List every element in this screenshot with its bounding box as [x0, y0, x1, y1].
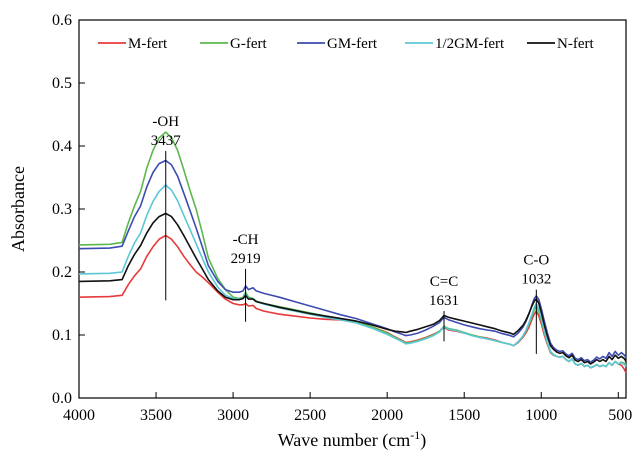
- annotation-wavenumber-label: 1631: [429, 293, 459, 309]
- x-tick-label: 3000: [217, 407, 249, 424]
- x-axis-title-main: Wave number (cm: [278, 430, 411, 451]
- series-layer: [78, 131, 627, 374]
- annotation-layer: -OH 3437 -CH 2919 C=C 1631 C-O 1032: [151, 114, 551, 354]
- series-line-5: [78, 212, 627, 365]
- x-tick-label: 2500: [294, 407, 326, 424]
- x-axis-title: Wave number (cm-1): [278, 428, 427, 451]
- annotation-group-label: C=C: [430, 274, 458, 290]
- y-tick-label: 0.5: [52, 75, 72, 92]
- legend: M-fert G-fert GM-fert 1/2GM-fert N-fert: [98, 36, 594, 52]
- x-axis-title-end: ): [420, 430, 426, 451]
- x-axis-title-superscript: -1: [410, 428, 420, 442]
- y-axis: 0.0 0.1 0.2 0.3 0.4 0.5 0.6: [52, 12, 85, 407]
- x-axis: 4000 3500 3000 2500 2000 1500 1000 500: [63, 392, 632, 424]
- y-tick-label: 0.3: [52, 201, 72, 218]
- x-tick-label: 2000: [371, 407, 403, 424]
- y-tick-label: 0.1: [52, 327, 72, 344]
- y-tick-label: 0.2: [52, 264, 72, 281]
- y-axis-title: Absorbance: [8, 166, 28, 252]
- annotation-wavenumber-label: 3437: [151, 133, 182, 149]
- y-tick-label: 0.4: [52, 138, 72, 155]
- y-tick-label: 0.6: [52, 12, 72, 29]
- annotation-wavenumber-label: 1032: [521, 272, 551, 288]
- plot-frame: [78, 19, 627, 399]
- x-tick-label: 1500: [448, 407, 480, 424]
- series-line-3: [78, 159, 627, 363]
- series-line-4: [78, 184, 627, 369]
- legend-label: N-fert: [557, 36, 594, 52]
- legend-label: G-fert: [230, 36, 267, 52]
- legend-label: 1/2GM-fert: [435, 36, 505, 52]
- annotation-wavenumber-label: 2919: [231, 251, 261, 267]
- x-tick-label: 1000: [525, 407, 557, 424]
- annotation-group-label: -OH: [152, 114, 179, 130]
- x-tick-label: 4000: [63, 407, 95, 424]
- x-tick-label: 3500: [140, 407, 172, 424]
- legend-label: GM-fert: [327, 36, 378, 52]
- x-tick-label: 500: [608, 407, 632, 424]
- annotation-group-label: -CH: [233, 232, 259, 248]
- legend-label: M-fert: [128, 36, 168, 52]
- y-tick-label: 0.0: [52, 390, 72, 407]
- annotation-group-label: C-O: [523, 253, 549, 269]
